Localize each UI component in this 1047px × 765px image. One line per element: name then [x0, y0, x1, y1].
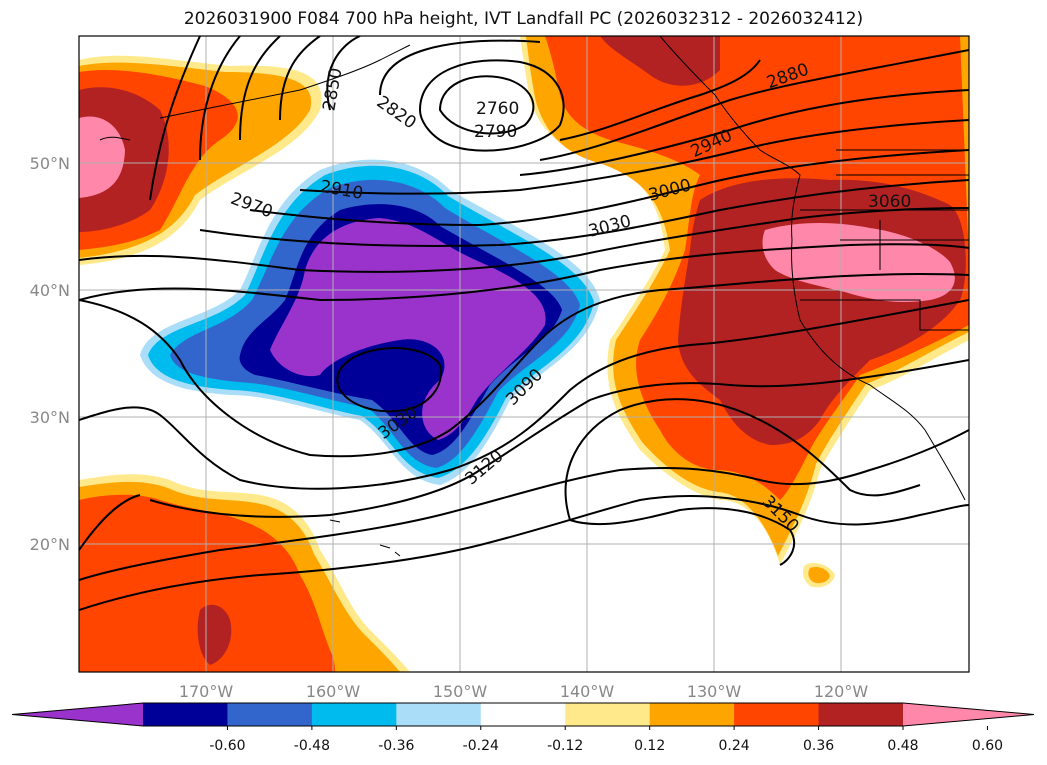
- colorbar-segment: [396, 703, 482, 726]
- colorbar-segment: [565, 703, 651, 726]
- colorbar-tick-label: 0.24: [719, 738, 750, 754]
- colorbar-tick-label: -0.24: [463, 738, 499, 754]
- lon-label-130w: 130°W: [687, 682, 742, 701]
- colorbar-segment: [227, 703, 313, 726]
- lat-label-20n: 20°N: [30, 535, 70, 554]
- latitude-labels: 50°N 40°N 30°N 20°N: [30, 154, 70, 554]
- colorbar-segment: [734, 703, 820, 726]
- lon-label-160w: 160°W: [306, 682, 361, 701]
- lon-label-120w: 120°W: [814, 682, 869, 701]
- map-title: 2026031900 F084 700 hPa height, IVT Land…: [183, 9, 864, 29]
- colorbar-segment: [649, 703, 735, 726]
- colorbar-outline: [11, 702, 1035, 727]
- svg-text:2760: 2760: [476, 99, 519, 119]
- lon-label-140w: 140°W: [560, 682, 615, 701]
- svg-text:2790: 2790: [474, 122, 517, 142]
- lon-label-170w: 170°W: [179, 682, 234, 701]
- colorbar-tick-label: 0.48: [887, 738, 918, 754]
- colorbar-tick-label: -0.48: [294, 738, 330, 754]
- lon-label-150w: 150°W: [433, 682, 488, 701]
- negative-anomaly-central: [140, 159, 600, 485]
- colorbar-extend-low: [12, 703, 143, 726]
- lat-label-50n: 50°N: [30, 154, 70, 173]
- positive-anomaly-east: [520, 36, 969, 588]
- colorbar-tick-label: -0.60: [209, 738, 245, 754]
- lat-label-30n: 30°N: [30, 408, 70, 427]
- height-contours: [79, 36, 969, 611]
- colorbar-extend-high: [903, 703, 1034, 726]
- map-panel: 2760 2790 2820 2850 2880 2910 2940 2970 …: [79, 36, 969, 672]
- colorbar-segment: [480, 703, 566, 726]
- colorbar-tick-label: -0.12: [547, 738, 583, 754]
- colorbar-segment: [311, 703, 397, 726]
- colorbar-ticks: -0.60 -0.48 -0.36 -0.24 -0.12 0.12 0.24 0.36 0.4…: [209, 726, 1003, 754]
- colorbar-tick-label: 0.60: [972, 738, 1003, 754]
- svg-text:3060: 3060: [868, 192, 911, 212]
- colorbar-tick-label: 0.12: [634, 738, 665, 754]
- map-border: [78, 35, 970, 673]
- colorbar-segment: [818, 703, 904, 726]
- lat-label-40n: 40°N: [30, 281, 70, 300]
- colorbar-tick-label: 0.36: [803, 738, 834, 754]
- colorbar-segment: [143, 703, 228, 726]
- longitude-labels: 170°W 160°W 150°W 140°W 130°W 120°W: [179, 682, 869, 701]
- colorbar: [11, 702, 1035, 727]
- colorbar-tick-label: -0.36: [378, 738, 414, 754]
